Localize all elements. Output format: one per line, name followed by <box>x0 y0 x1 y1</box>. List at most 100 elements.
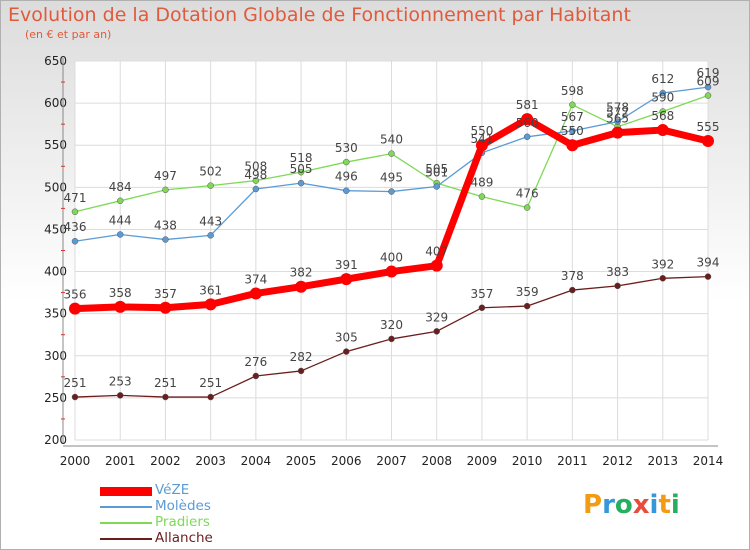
data-point <box>343 158 350 166</box>
data-label: 394 <box>697 256 720 270</box>
y-tick-label: 300 <box>44 349 67 363</box>
data-label: 251 <box>154 376 177 390</box>
data-point <box>71 393 79 401</box>
y-tick-label: 450 <box>44 222 67 236</box>
data-label: 497 <box>154 169 177 183</box>
data-label: 495 <box>380 171 403 185</box>
data-label: 253 <box>109 374 132 388</box>
data-label: 541 <box>470 132 493 146</box>
data-point <box>204 298 217 311</box>
x-tick-label: 2001 <box>105 454 136 468</box>
data-label: 505 <box>425 162 448 176</box>
legend-swatch <box>100 506 152 508</box>
legend-label: Molèdes <box>155 498 211 514</box>
data-label: 568 <box>651 109 674 123</box>
data-label: 438 <box>154 219 177 233</box>
legend: VéZE Molèdes Pradiers Allanche <box>100 482 300 547</box>
y-tick-label: 600 <box>44 96 67 110</box>
x-tick-label: 2002 <box>150 454 181 468</box>
data-point <box>297 367 305 375</box>
legend-item: VéZE <box>100 482 300 499</box>
data-point <box>566 139 579 152</box>
x-tick-label: 2011 <box>557 454 588 468</box>
legend-item: Molèdes <box>100 498 300 515</box>
data-point <box>569 286 576 294</box>
data-point <box>69 302 81 315</box>
x-tick-label: 2010 <box>512 454 543 468</box>
data-point <box>207 393 214 401</box>
data-label: 400 <box>380 251 403 265</box>
data-point <box>343 187 350 194</box>
legend-label: VéZE <box>155 482 190 498</box>
data-label: 581 <box>516 98 539 112</box>
x-tick-label: 2013 <box>648 454 679 468</box>
data-point <box>388 150 395 157</box>
data-label: 612 <box>651 72 674 86</box>
data-label: 329 <box>425 310 448 324</box>
data-point <box>252 372 260 380</box>
data-point <box>388 188 395 195</box>
data-label: 276 <box>244 355 267 369</box>
legend-swatch <box>100 522 152 524</box>
data-point <box>433 183 440 190</box>
logo-letter: x <box>632 490 650 520</box>
logo-letter: i <box>649 490 659 520</box>
x-tick-label: 2003 <box>195 454 226 468</box>
data-label: 320 <box>380 318 403 332</box>
data-point <box>388 335 395 343</box>
data-point <box>614 118 621 125</box>
chart-title: Evolution de la Dotation Globale de Fonc… <box>8 4 631 26</box>
data-label: 567 <box>561 110 584 124</box>
data-label: 383 <box>606 265 629 279</box>
data-point <box>162 186 169 194</box>
data-label: 505 <box>290 162 313 176</box>
data-point <box>704 273 712 280</box>
data-point <box>385 265 398 278</box>
data-point <box>114 300 127 313</box>
data-label: 501 <box>425 165 448 179</box>
y-tick-label: 550 <box>44 138 67 152</box>
y-tick-label: 250 <box>44 391 67 405</box>
legend-item: Allanche <box>100 530 300 547</box>
x-tick-label: 2012 <box>602 454 633 468</box>
x-tick-label: 2005 <box>286 454 317 468</box>
data-point <box>614 282 621 290</box>
data-label: 508 <box>244 160 267 174</box>
data-point <box>611 126 624 139</box>
logo-letter: i <box>670 490 680 520</box>
logo-letter: t <box>658 490 671 520</box>
data-label: 358 <box>109 286 132 300</box>
data-label: 502 <box>199 165 222 179</box>
data-label: 357 <box>470 287 493 301</box>
logo-letter: o <box>614 490 633 520</box>
data-label: 382 <box>290 266 313 280</box>
data-label: 609 <box>697 75 720 89</box>
data-label: 530 <box>335 141 358 155</box>
data-label: 282 <box>290 350 313 364</box>
data-point <box>207 232 214 239</box>
x-tick-label: 2009 <box>467 454 498 468</box>
legend-label: Allanche <box>155 530 213 546</box>
data-point <box>521 113 534 126</box>
data-label: 305 <box>335 331 358 345</box>
data-label: 391 <box>335 258 358 272</box>
data-point <box>116 392 124 399</box>
legend-swatch <box>100 486 152 496</box>
data-label: 572 <box>606 106 629 120</box>
y-tick-label: 500 <box>44 180 67 194</box>
data-point <box>116 231 124 238</box>
data-point <box>340 273 353 286</box>
data-label: 590 <box>651 91 674 105</box>
data-point <box>207 182 214 189</box>
data-label: 565 <box>606 112 629 126</box>
data-label: 378 <box>561 269 584 283</box>
data-point <box>343 348 350 355</box>
data-label: 443 <box>199 214 222 228</box>
data-point <box>702 135 714 148</box>
data-point <box>523 302 531 310</box>
data-label: 392 <box>651 257 674 271</box>
y-tick-label: 200 <box>44 433 67 447</box>
y-tick-label: 350 <box>44 307 67 321</box>
data-point <box>659 89 667 97</box>
